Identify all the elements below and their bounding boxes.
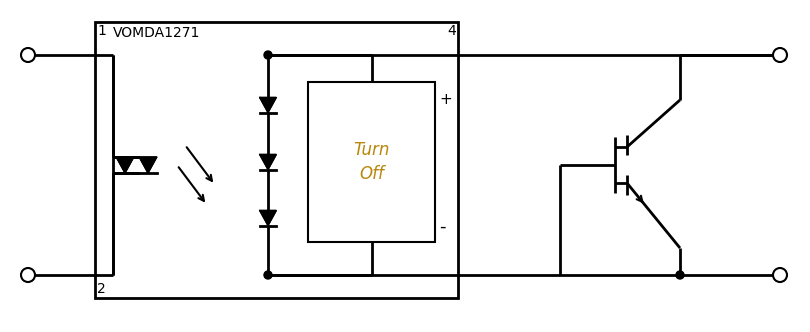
Circle shape <box>21 268 35 282</box>
Circle shape <box>264 271 272 279</box>
Circle shape <box>773 48 787 62</box>
Polygon shape <box>116 157 134 173</box>
Text: +: + <box>439 92 452 107</box>
Text: Off: Off <box>359 165 384 183</box>
Polygon shape <box>139 157 157 173</box>
Circle shape <box>676 271 684 279</box>
Text: 2: 2 <box>97 282 106 296</box>
Text: 4: 4 <box>447 24 456 38</box>
Circle shape <box>21 48 35 62</box>
Bar <box>308 82 435 242</box>
Text: -: - <box>439 218 446 236</box>
Text: 1: 1 <box>97 24 106 38</box>
Bar <box>95 22 458 298</box>
Polygon shape <box>260 154 276 170</box>
Polygon shape <box>260 98 276 113</box>
Circle shape <box>264 51 272 59</box>
Text: VOMDA1271: VOMDA1271 <box>113 26 200 40</box>
Text: Turn: Turn <box>353 141 390 159</box>
Circle shape <box>773 268 787 282</box>
Polygon shape <box>260 210 276 225</box>
